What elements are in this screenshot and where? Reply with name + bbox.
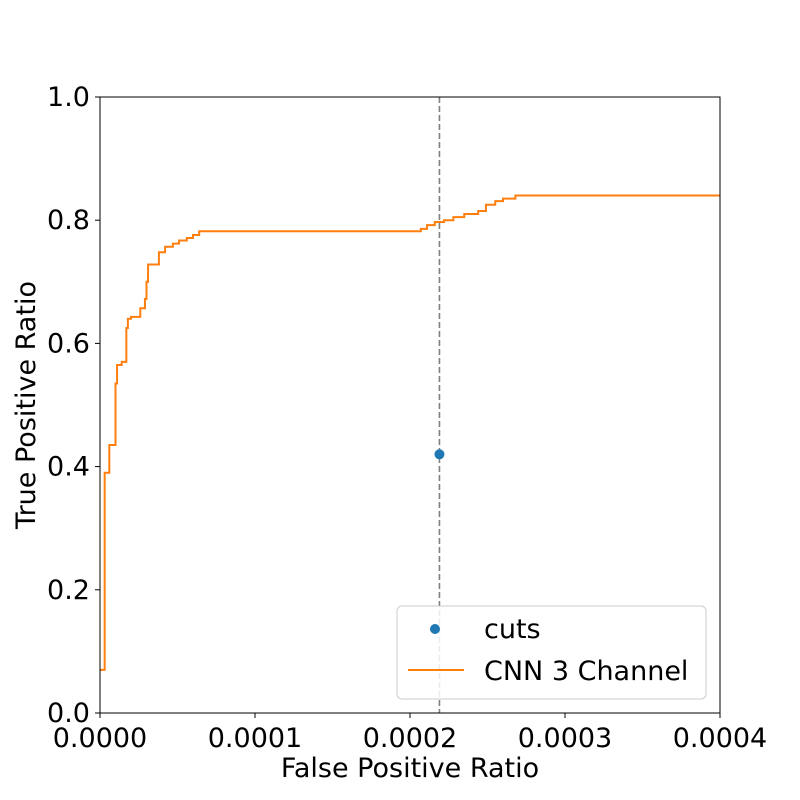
legend-cnn-label: CNN 3 Channel [484, 656, 688, 687]
x-tick-label: 0.0004 [673, 723, 767, 754]
legend: cuts CNN 3 Channel [396, 605, 707, 700]
x-axis-label: False Positive Ratio [281, 753, 539, 784]
series-cnn-3-channel-line [100, 194, 720, 671]
x-tick-label: 0.0000 [53, 723, 147, 754]
legend-cuts-marker [430, 624, 440, 634]
legend-box [396, 605, 707, 700]
y-tick-label: 1.0 [47, 82, 90, 113]
legend-cuts-label: cuts [484, 614, 541, 645]
y-tick-label: 0.4 [47, 452, 90, 483]
axes-ticks: 0.0000 0.0001 0.0002 0.0003 0.0004 0.0 0.2 0.4 0… [47, 82, 767, 754]
x-tick-label: 0.0003 [518, 723, 612, 754]
y-tick-label: 0.2 [47, 575, 90, 606]
y-tick-label: 0.0 [47, 698, 90, 729]
y-tick-label: 0.8 [47, 205, 90, 236]
y-tick-label: 0.6 [47, 328, 90, 359]
y-axis-label: True Positive Ratio [11, 281, 42, 530]
x-tick-label: 0.0001 [208, 723, 302, 754]
series-cuts-point [434, 449, 445, 460]
x-tick-label: 0.0002 [363, 723, 457, 754]
